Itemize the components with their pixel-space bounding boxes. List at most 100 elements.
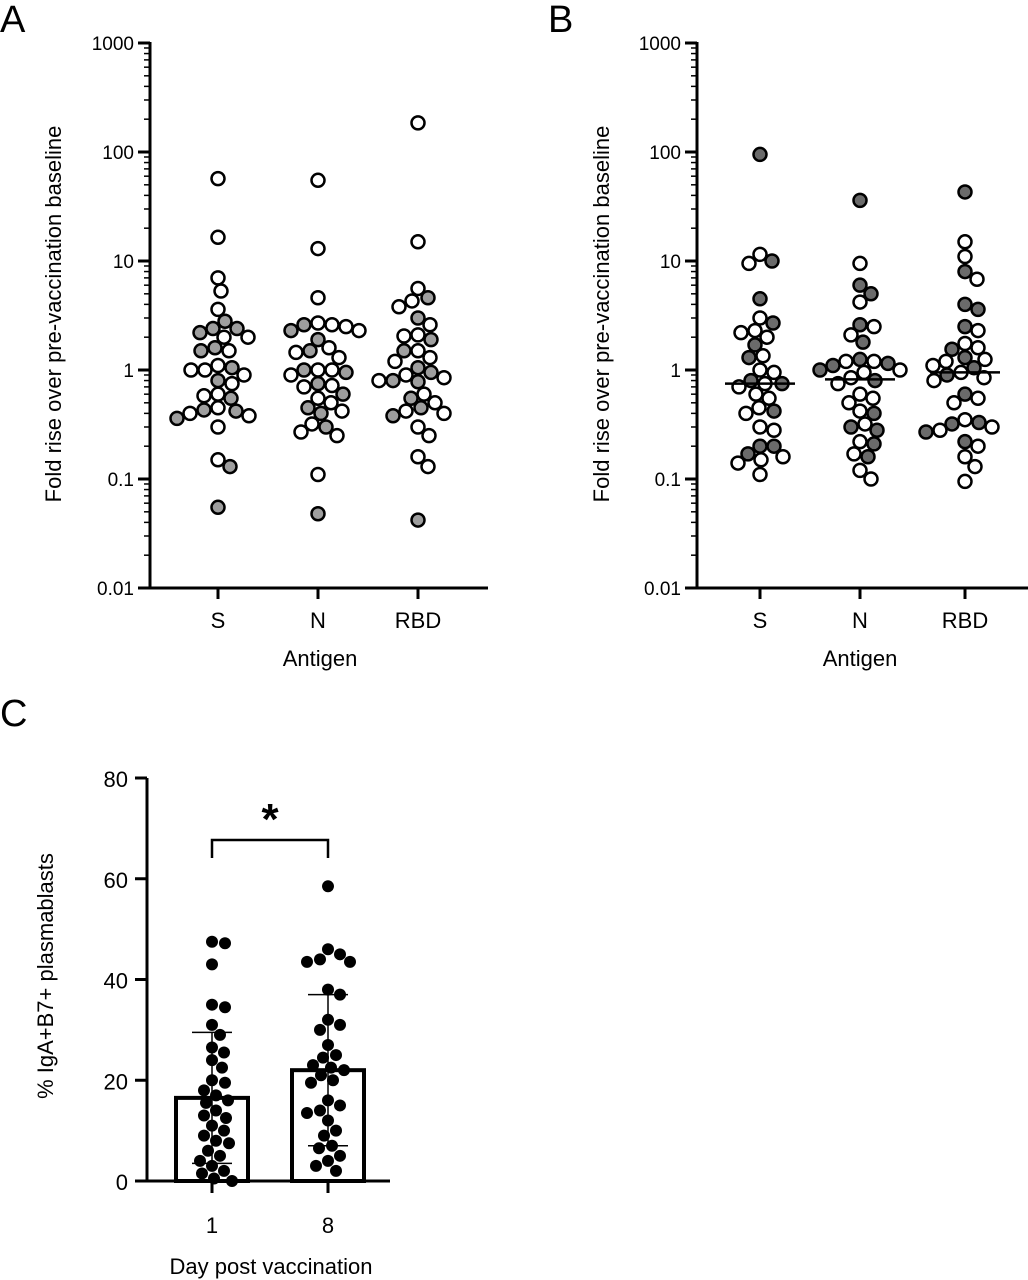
data-point xyxy=(210,1134,222,1147)
data-point xyxy=(752,246,768,263)
data-point xyxy=(866,405,882,422)
data-point xyxy=(210,229,226,246)
significance-star: * xyxy=(261,795,279,844)
data-point xyxy=(325,1061,337,1074)
data-point xyxy=(293,424,309,440)
data-point xyxy=(334,988,346,1001)
data-point xyxy=(206,998,218,1011)
data-point xyxy=(866,436,882,452)
data-point xyxy=(984,419,1000,435)
data-point xyxy=(296,317,312,333)
data-point xyxy=(210,499,226,516)
data-point xyxy=(322,880,334,893)
data-point xyxy=(436,369,452,386)
y-tick-label: 0.01 xyxy=(644,579,681,600)
data-point xyxy=(852,462,868,479)
data-point xyxy=(761,390,777,407)
data-point xyxy=(206,1119,218,1132)
data-point xyxy=(939,367,955,383)
data-point xyxy=(236,367,252,383)
data-point xyxy=(300,400,316,416)
medians-b xyxy=(725,371,1000,385)
data-point xyxy=(229,320,245,337)
data-point xyxy=(310,505,326,522)
data-point xyxy=(752,291,768,307)
data-point xyxy=(812,362,828,378)
data-point xyxy=(322,1114,334,1127)
data-point xyxy=(766,364,782,381)
data-point xyxy=(330,1124,342,1137)
data-point xyxy=(329,427,345,444)
data-point xyxy=(219,1076,231,1089)
data-point xyxy=(224,359,240,376)
data-point xyxy=(764,253,780,269)
data-point xyxy=(396,328,412,344)
data-point xyxy=(946,395,962,411)
data-point xyxy=(957,248,973,265)
data-point xyxy=(210,357,226,374)
data-point xyxy=(334,1099,346,1112)
data-point xyxy=(410,449,426,465)
data-point xyxy=(846,446,862,462)
data-point xyxy=(918,424,934,440)
data-point xyxy=(752,438,768,454)
data-point xyxy=(422,349,438,366)
data-point xyxy=(334,948,346,961)
data-point xyxy=(310,375,326,392)
data-point xyxy=(967,458,983,475)
data-point xyxy=(398,367,414,383)
data-point xyxy=(322,943,334,956)
data-point xyxy=(224,375,240,392)
data-point xyxy=(210,170,226,187)
data-point xyxy=(752,146,768,163)
panel-letter-c: C xyxy=(0,693,27,735)
data-point xyxy=(318,419,334,435)
data-point xyxy=(966,359,982,376)
data-point xyxy=(210,400,226,416)
data-point xyxy=(825,357,841,374)
data-point xyxy=(926,372,942,389)
panel-letter-a: A xyxy=(0,0,26,41)
data-point xyxy=(957,449,973,465)
data-point xyxy=(730,455,746,471)
data-point xyxy=(315,1069,327,1082)
x-tick-label: N xyxy=(310,608,326,633)
data-point xyxy=(385,408,401,424)
data-point xyxy=(880,355,896,372)
data-point xyxy=(330,1164,342,1177)
y-tick-label: 60 xyxy=(104,868,128,893)
y-tick-label: 40 xyxy=(104,969,128,994)
data-point xyxy=(310,331,326,348)
data-point xyxy=(351,322,367,339)
data-point xyxy=(863,471,879,487)
data-point xyxy=(240,329,256,345)
data-point xyxy=(957,349,973,366)
data-point xyxy=(334,1149,346,1162)
data-point xyxy=(310,1159,322,1172)
y-tick-label: 1 xyxy=(123,361,134,382)
data-point xyxy=(866,353,882,370)
y-tick-label: 1000 xyxy=(92,34,134,55)
data-point xyxy=(194,1154,206,1167)
data-point xyxy=(969,271,985,288)
data-point xyxy=(169,410,185,427)
data-point xyxy=(852,294,868,310)
data-point xyxy=(410,343,426,359)
data-point xyxy=(310,390,326,407)
data-point xyxy=(228,403,244,419)
data-point xyxy=(302,343,318,359)
data-point xyxy=(310,315,326,331)
data-point xyxy=(852,192,868,209)
panel-letter-b: B xyxy=(548,0,573,41)
data-point xyxy=(241,408,257,424)
data-point xyxy=(775,449,791,465)
data-point xyxy=(301,1106,313,1119)
data-point xyxy=(220,1112,232,1125)
data-point xyxy=(752,466,768,483)
data-point xyxy=(436,405,452,422)
data-point xyxy=(324,362,340,378)
data-point xyxy=(304,416,320,432)
y-axis-label-a: Fold rise over pre-vaccination baseline xyxy=(41,126,66,503)
data-point xyxy=(410,374,426,390)
data-point xyxy=(317,1051,329,1064)
